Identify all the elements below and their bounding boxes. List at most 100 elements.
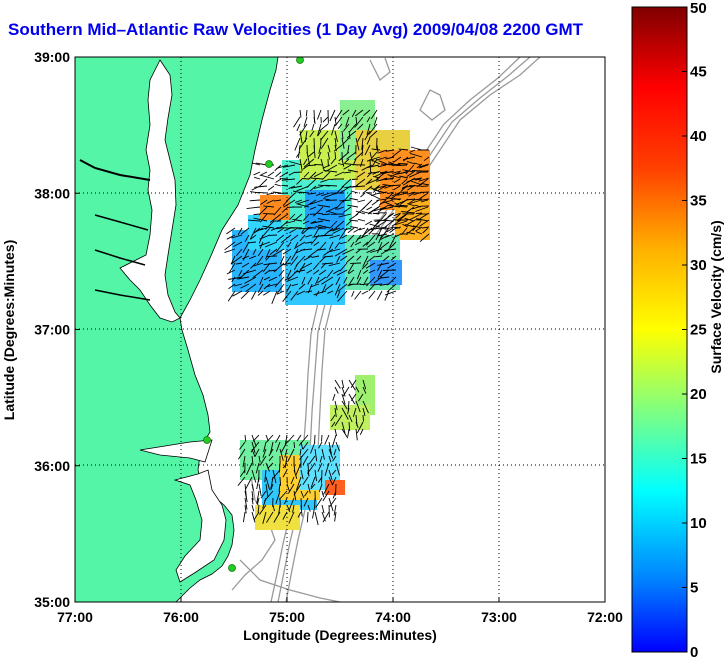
velocity-vector: [263, 441, 267, 453]
velocity-vector: [394, 205, 408, 208]
velocity-vector: [266, 434, 274, 443]
velocity-vector: [294, 199, 303, 204]
velocity-vector: [322, 116, 329, 123]
velocity-vector: [326, 269, 334, 279]
velocity-vector: [419, 163, 430, 168]
x-tick-label: 76:00: [163, 609, 199, 625]
velocity-vector: [294, 137, 301, 151]
velocity-vector: [415, 231, 423, 235]
velocity-vector: [321, 490, 325, 498]
velocity-vector: [365, 234, 376, 246]
velocity-vector: [334, 109, 343, 121]
velocity-vector: [409, 213, 422, 221]
velocity-vector: [329, 109, 336, 122]
velocity-vector: [244, 234, 250, 242]
velocity-vector: [373, 116, 378, 126]
velocity-vector: [362, 269, 369, 274]
velocity-vector: [345, 220, 352, 226]
velocity-vector: [368, 205, 381, 214]
velocity-vector: [232, 290, 243, 297]
velocity-vector: [238, 448, 246, 460]
velocity-vector: [334, 137, 337, 147]
velocity-vector: [311, 255, 320, 258]
velocity-vector: [278, 490, 288, 500]
velocity-vector: [420, 198, 430, 201]
velocity-vector: [406, 231, 416, 235]
velocity-vector: [341, 407, 349, 420]
velocity-vector: [366, 116, 371, 123]
velocity-vector: [298, 283, 306, 290]
velocity-vector: [359, 158, 364, 167]
velocity-vector: [294, 262, 299, 271]
velocity-vector: [251, 162, 261, 166]
velocity-vector: [377, 262, 390, 266]
velocity-vector: [376, 241, 383, 254]
velocity-vector: [384, 248, 397, 252]
velocity-vector: [313, 171, 324, 178]
velocity-vector: [253, 227, 261, 234]
velocity-vector: [317, 204, 331, 208]
velocity-vector: [413, 198, 423, 201]
velocity-vector: [266, 511, 274, 523]
velocity-vector: [277, 227, 285, 233]
velocity-vector: [351, 185, 366, 188]
velocity-vector: [250, 234, 257, 240]
velocity-vector: [372, 159, 381, 165]
velocity-vector: [298, 144, 301, 159]
velocity-vector: [251, 448, 256, 458]
velocity-vector: [368, 269, 376, 274]
velocity-vector: [389, 171, 401, 178]
velocity-vector: [275, 490, 281, 504]
velocity-vector: [303, 158, 315, 168]
velocity-vector: [303, 255, 313, 261]
velocity-vector: [324, 283, 334, 291]
velocity-vector: [356, 269, 362, 280]
velocity-vector: [355, 137, 360, 151]
velocity-vector: [371, 151, 378, 158]
velocity-vector: [357, 130, 364, 142]
colorbar-ticks: 0 5 10 15 20 25 30 35 40 45 50: [682, 0, 707, 659]
velocity-vector: [410, 199, 422, 204]
velocity-vector: [366, 123, 371, 135]
velocity-vector: [244, 504, 247, 514]
velocity-vector: [379, 227, 387, 230]
velocity-vector: [328, 441, 332, 455]
velocity-vector: [377, 276, 390, 279]
velocity-vector: [273, 511, 281, 523]
velocity-vector: [327, 227, 338, 233]
velocity-vector: [290, 234, 299, 242]
velocity-vector: [347, 169, 359, 173]
velocity-vector: [394, 220, 408, 226]
velocity-vector: [224, 241, 236, 251]
velocity-vector: [364, 144, 371, 156]
velocity-vector: [296, 185, 310, 192]
velocity-vector: [393, 170, 402, 174]
velocity-vector: [392, 156, 402, 163]
velocity-vector: [354, 151, 364, 161]
velocity-vector: [262, 511, 267, 524]
velocity-vector: [267, 171, 275, 177]
velocity-vector: [405, 164, 415, 175]
velocity-vector: [330, 178, 338, 180]
rappahannock-river: [94, 214, 149, 231]
velocity-vector: [259, 504, 267, 515]
velocity-vector: [296, 434, 302, 442]
velocity-vector: [366, 248, 376, 254]
velocity-vector: [227, 290, 236, 302]
velocity-vector: [396, 212, 409, 221]
velocity-vector: [331, 469, 337, 475]
velocity-vector: [299, 158, 303, 172]
velocity-vector: [253, 213, 261, 216]
velocity-vector: [337, 290, 348, 302]
velocity-vector: [314, 163, 324, 166]
velocity-vector: [397, 192, 408, 196]
velocity-vector: [284, 497, 288, 505]
velocity-vector: [368, 290, 376, 299]
velocity-vector: [226, 269, 236, 275]
velocity-vector: [406, 170, 416, 177]
velocity-vector: [371, 199, 380, 206]
velocity-vector: [374, 219, 388, 222]
velocity-vector: [312, 504, 316, 519]
y-tick-label: 38:00: [34, 185, 70, 201]
velocity-vector: [293, 241, 306, 249]
